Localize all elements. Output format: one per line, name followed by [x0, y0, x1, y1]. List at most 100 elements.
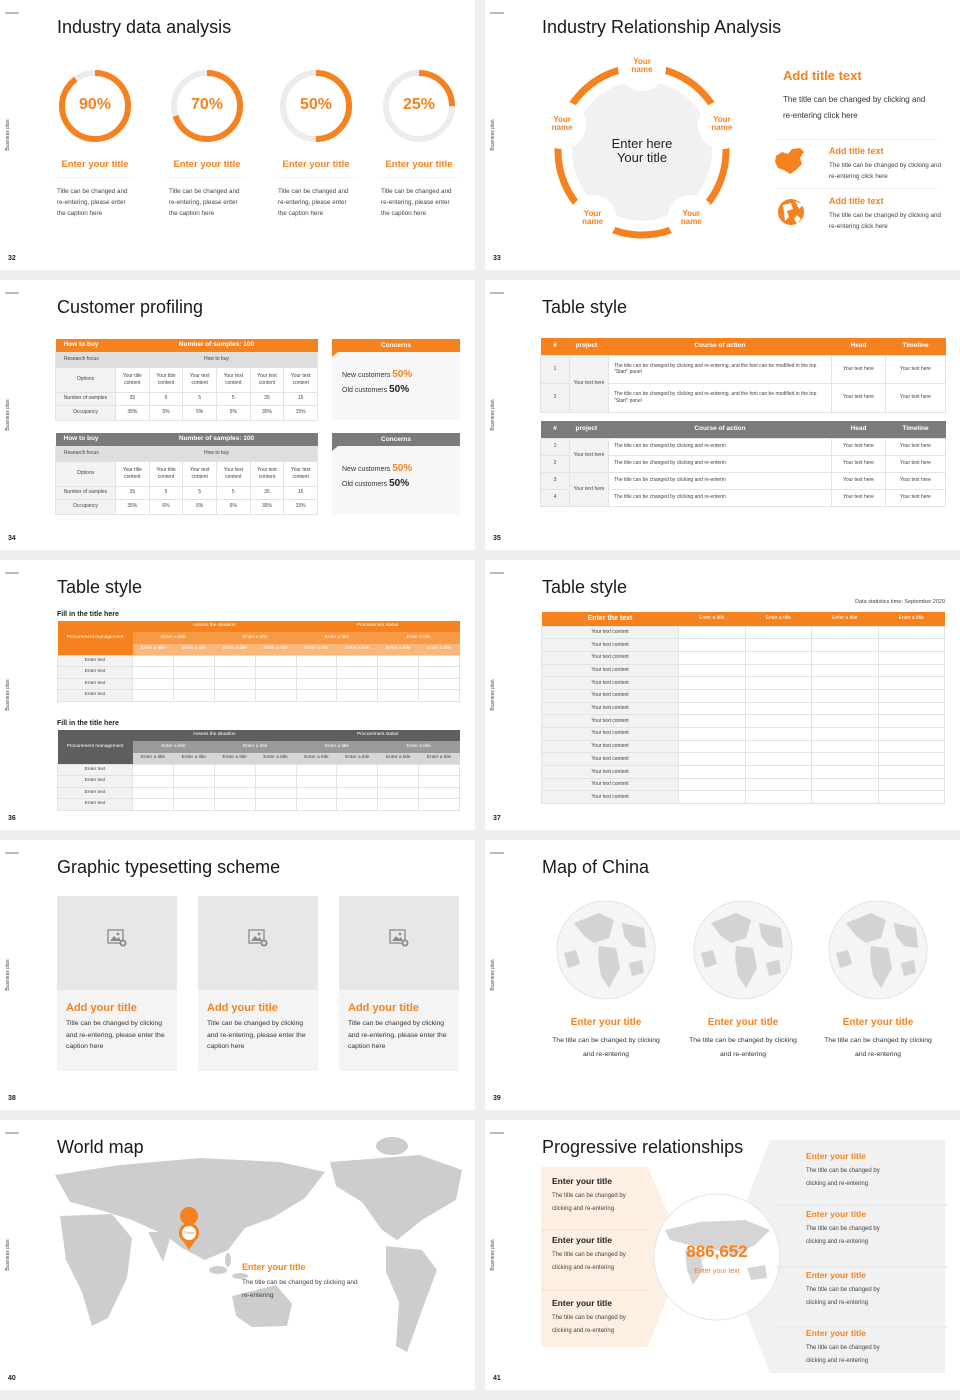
table-cell[interactable]	[132, 798, 174, 811]
table-cell[interactable]	[132, 775, 174, 788]
table-cell[interactable]	[678, 714, 746, 728]
table-cell[interactable]	[877, 714, 945, 728]
table-cell[interactable]	[811, 625, 879, 640]
table-cell[interactable]	[811, 739, 879, 754]
table-cell[interactable]	[172, 763, 215, 776]
table-cell[interactable]	[377, 689, 420, 702]
table-cell[interactable]	[811, 688, 879, 703]
table-cell[interactable]	[744, 727, 812, 741]
table-cell[interactable]	[744, 663, 812, 678]
table-cell[interactable]	[132, 677, 174, 690]
table-cell[interactable]	[811, 638, 879, 652]
table-cell[interactable]	[377, 798, 420, 811]
table-cell[interactable]	[877, 790, 945, 805]
table-cell[interactable]	[418, 798, 460, 811]
table-cell[interactable]	[678, 701, 746, 716]
table-cell[interactable]	[295, 798, 338, 811]
table-cell[interactable]	[744, 638, 812, 652]
table-cell[interactable]	[254, 775, 297, 788]
table-cell[interactable]	[377, 763, 420, 776]
table-cell[interactable]	[172, 775, 215, 788]
table-cell[interactable]	[213, 666, 256, 679]
table-cell[interactable]	[172, 654, 215, 667]
table-cell[interactable]	[744, 701, 812, 716]
table-cell[interactable]	[336, 786, 379, 799]
table-cell[interactable]	[811, 714, 879, 728]
table-cell[interactable]	[678, 727, 746, 741]
table-cell[interactable]	[744, 676, 812, 690]
table-cell[interactable]	[877, 765, 945, 779]
table-cell[interactable]	[811, 701, 879, 716]
table-cell[interactable]	[811, 765, 879, 779]
table-cell[interactable]	[678, 676, 746, 690]
table-cell[interactable]	[336, 666, 379, 679]
table-cell[interactable]	[877, 638, 945, 652]
table-cell[interactable]	[811, 663, 879, 678]
table-cell[interactable]	[418, 677, 460, 690]
table-cell[interactable]	[877, 663, 945, 678]
table-cell[interactable]	[254, 798, 297, 811]
table-cell[interactable]	[132, 666, 174, 679]
table-cell[interactable]	[418, 775, 460, 788]
table-cell[interactable]	[744, 714, 812, 728]
table-cell[interactable]	[678, 752, 746, 767]
table-cell[interactable]	[877, 727, 945, 741]
table-cell[interactable]	[172, 677, 215, 690]
table-cell[interactable]	[877, 650, 945, 665]
table-cell[interactable]	[295, 689, 338, 702]
table-cell[interactable]	[377, 677, 420, 690]
table-cell[interactable]	[377, 654, 420, 667]
table-cell[interactable]	[744, 625, 812, 640]
table-cell[interactable]	[377, 775, 420, 788]
table-cell[interactable]	[377, 786, 420, 799]
table-cell[interactable]	[295, 786, 338, 799]
table-cell[interactable]	[336, 798, 379, 811]
table-cell[interactable]	[678, 765, 746, 779]
table-cell[interactable]	[418, 689, 460, 702]
table-cell[interactable]	[877, 676, 945, 690]
table-cell[interactable]	[811, 676, 879, 690]
table-cell[interactable]	[418, 654, 460, 667]
table-cell[interactable]	[254, 666, 297, 679]
table-cell[interactable]	[877, 701, 945, 716]
slide-35[interactable]: Table style 35 Business plan # project Cour…	[485, 280, 960, 550]
table-cell[interactable]	[213, 654, 256, 667]
table-cell[interactable]	[213, 763, 256, 776]
slide-40[interactable]: World map China Enter your title The tit…	[0, 1120, 475, 1390]
table-cell[interactable]	[678, 663, 746, 678]
table-cell[interactable]	[132, 763, 174, 776]
slide-32[interactable]: Industry data analysis 90% Enter your tit…	[0, 0, 475, 270]
table-cell[interactable]	[678, 688, 746, 703]
table-cell[interactable]	[678, 638, 746, 652]
table-cell[interactable]	[254, 786, 297, 799]
table-cell[interactable]	[213, 786, 256, 799]
table-cell[interactable]	[213, 677, 256, 690]
table-cell[interactable]	[811, 752, 879, 767]
slide-38[interactable]: Graphic typesetting scheme 38 Business p…	[0, 840, 475, 1110]
table-cell[interactable]	[132, 689, 174, 702]
table-cell[interactable]	[295, 775, 338, 788]
slide-41[interactable]: Progressive relationships 886,652 Enter …	[485, 1120, 960, 1390]
table-cell[interactable]	[744, 650, 812, 665]
table-cell[interactable]	[172, 798, 215, 811]
table-cell[interactable]	[172, 689, 215, 702]
table-cell[interactable]	[877, 625, 945, 640]
table-cell[interactable]	[877, 752, 945, 767]
table-cell[interactable]	[213, 798, 256, 811]
table-cell[interactable]	[877, 739, 945, 754]
table-cell[interactable]	[336, 677, 379, 690]
table-cell[interactable]	[132, 654, 174, 667]
slide-37[interactable]: Table style Data statistics time: Septem…	[485, 560, 960, 830]
table-cell[interactable]	[254, 677, 297, 690]
slide-36[interactable]: Table style 36 Business plan Fill in the …	[0, 560, 475, 830]
table-cell[interactable]	[744, 739, 812, 754]
table-cell[interactable]	[877, 688, 945, 703]
table-cell[interactable]	[744, 790, 812, 805]
table-cell[interactable]	[254, 654, 297, 667]
table-cell[interactable]	[213, 775, 256, 788]
table-cell[interactable]	[254, 763, 297, 776]
table-cell[interactable]	[744, 765, 812, 779]
table-cell[interactable]	[336, 654, 379, 667]
table-cell[interactable]	[295, 677, 338, 690]
table-cell[interactable]	[377, 666, 420, 679]
